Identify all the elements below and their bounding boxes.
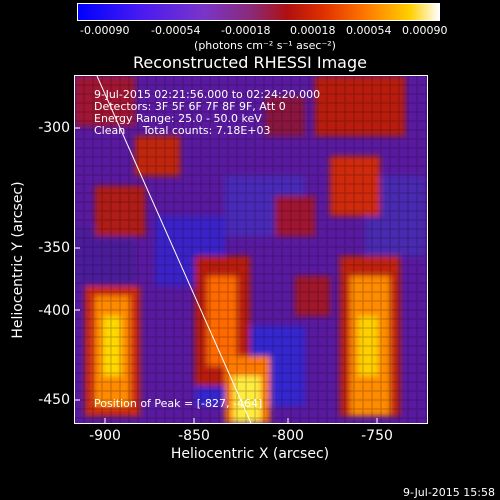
y-tick-label: -450 [38,392,70,408]
colorbar-unit: (photons cm⁻² s⁻¹ asec⁻²) [194,39,336,52]
x-tick-label: -800 [272,428,304,444]
x-tick-label: -850 [178,428,210,444]
colorbar-tick-2: -0.00054 [151,24,201,37]
info-clean: Clean Total counts: 7.18E+03 [94,124,271,137]
peak-position: Position of Peak = [-827, -464] [94,397,263,410]
colorbar [77,3,440,21]
info-time: 9-Jul-2015 02:21:56.000 to 02:24:20.000 [94,88,321,101]
image-title: Reconstructed RHESSI Image [133,53,367,72]
y-tick-label: -400 [38,303,70,319]
x-axis-label: Heliocentric X (arcsec) [170,446,330,462]
solar-limb-line [96,76,252,423]
colorbar-tick-4: 0.00018 [290,24,336,37]
footer-timestamp: 9-Jul-2015 15:58 [402,486,495,499]
image-frame [74,75,428,424]
info-energy: Energy Range: 25.0 - 50.0 keV [94,112,262,125]
x-tick-label: -750 [361,428,393,444]
y-tick-label: -300 [38,120,70,136]
rhessi-map [75,76,427,423]
info-detectors: Detectors: 3F 5F 6F 7F 8F 9F, Att 0 [94,100,286,113]
y-tick-label: -350 [38,240,70,256]
colorbar-tick-5: 0.00054 [346,24,392,37]
x-tick-label: -900 [89,428,121,444]
colorbar-tick-1: -0.00090 [80,24,130,37]
colorbar-tick-6: 0.00090 [402,24,448,37]
colorbar-tick-3: -0.00018 [221,24,271,37]
